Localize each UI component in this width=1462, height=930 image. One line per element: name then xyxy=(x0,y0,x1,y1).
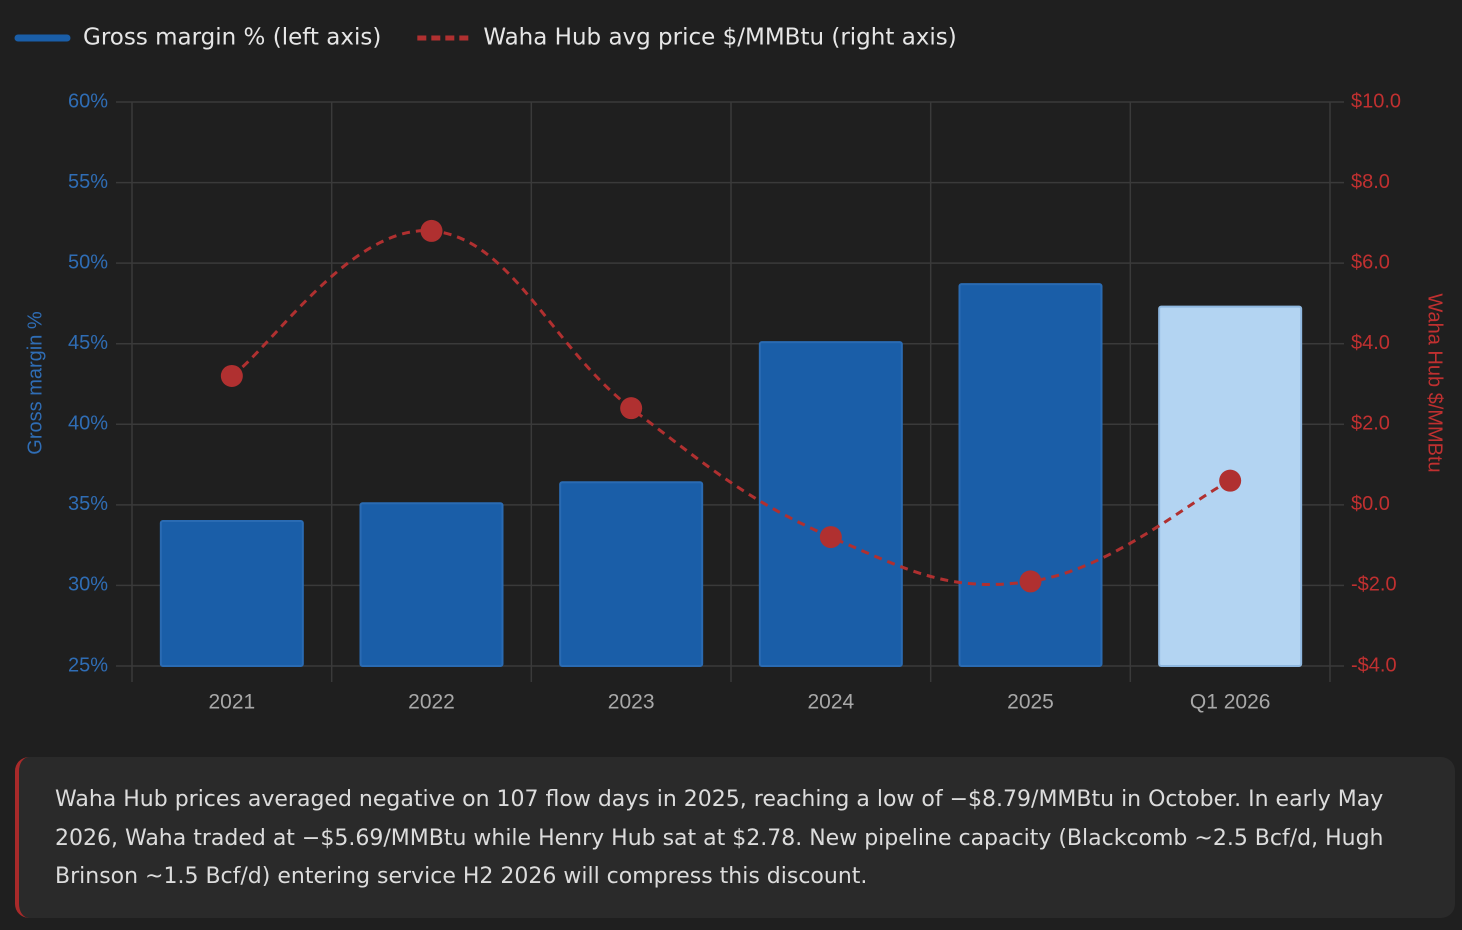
line-point xyxy=(1219,469,1242,492)
y2-tick-label: -$4.0 xyxy=(1351,654,1397,676)
line-point xyxy=(1019,570,1042,593)
y2-tick-label: $4.0 xyxy=(1351,332,1390,354)
legend-label: Waha Hub avg price $/MMBtu (right axis) xyxy=(483,25,956,51)
x-tick-label: 2022 xyxy=(408,691,455,714)
y2-tick-label: -$2.0 xyxy=(1351,574,1397,596)
y2-axis-title: Waha Hub $/MMBtu xyxy=(1424,293,1446,472)
x-tick-label: 2024 xyxy=(807,691,854,714)
x-tick-label: 2025 xyxy=(1007,691,1054,714)
y-tick-label: 25% xyxy=(68,654,108,676)
y-tick-label: 50% xyxy=(68,251,108,273)
y2-tick-label: $10.0 xyxy=(1351,90,1401,112)
x-tick-label: 2021 xyxy=(208,691,255,714)
y2-tick-label: $6.0 xyxy=(1351,251,1390,273)
y-tick-label: 55% xyxy=(68,171,108,193)
y2-tick-label: $2.0 xyxy=(1351,413,1390,435)
y-axis-title: Gross margin % xyxy=(24,311,46,455)
y2-tick-label: $0.0 xyxy=(1351,493,1390,515)
y-tick-label: 35% xyxy=(68,493,108,515)
line-point xyxy=(420,219,443,242)
line-point xyxy=(620,397,643,420)
bar xyxy=(958,283,1103,667)
y-tick-label: 60% xyxy=(68,90,108,112)
y2-tick-label: $8.0 xyxy=(1351,171,1390,193)
x-tick-label: Q1 2026 xyxy=(1190,691,1271,714)
line-point xyxy=(220,364,243,387)
legend-label: Gross margin % (left axis) xyxy=(83,25,381,51)
bar xyxy=(559,481,704,667)
callout-note: Waha Hub prices averaged negative on 107… xyxy=(15,757,1455,918)
chart: 25% 30% 35% 40% 45% 50% 55% 60% -$4.0 -$2.0 $0.0 $2… xyxy=(14,25,1446,714)
line xyxy=(230,229,1231,586)
y-tick-label: 45% xyxy=(68,332,108,354)
x-tick-label: 2023 xyxy=(608,691,655,714)
bar xyxy=(159,519,304,667)
y-tick-label: 30% xyxy=(68,574,108,596)
line-point xyxy=(819,526,842,549)
y-tick-label: 40% xyxy=(68,413,108,435)
bar xyxy=(359,502,504,668)
bar xyxy=(758,341,903,667)
